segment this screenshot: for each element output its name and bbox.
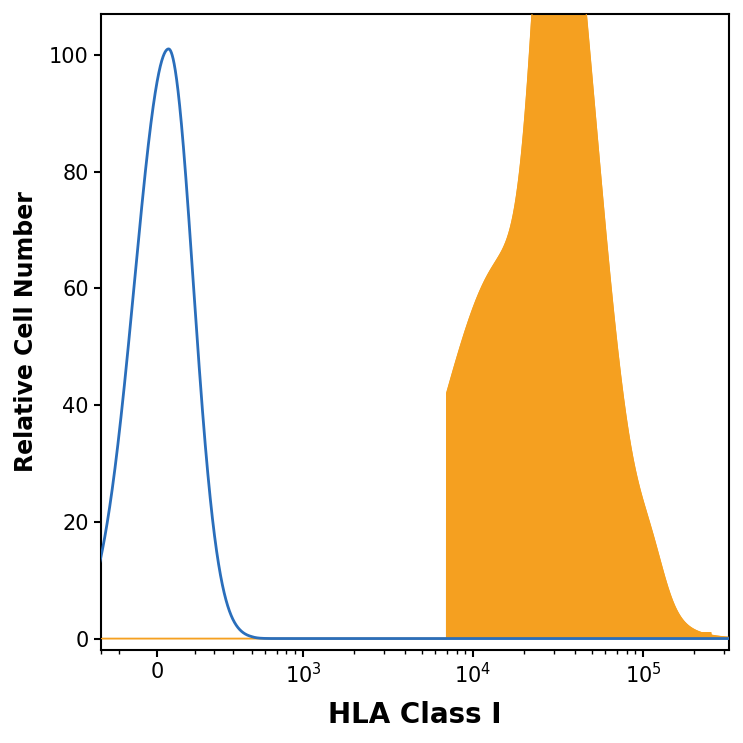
Y-axis label: Relative Cell Number: Relative Cell Number xyxy=(14,192,38,473)
X-axis label: HLA Class I: HLA Class I xyxy=(328,701,502,729)
